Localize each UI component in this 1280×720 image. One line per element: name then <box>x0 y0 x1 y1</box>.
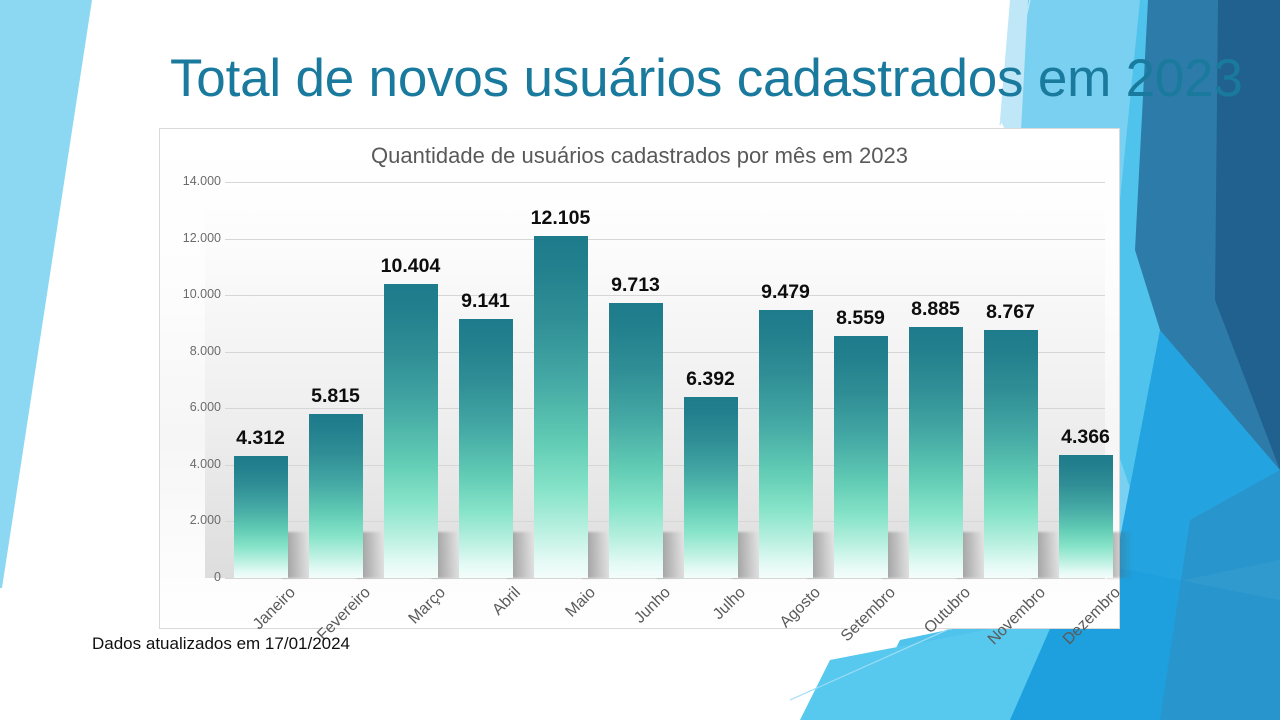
page-title: Total de novos usuários cadastrados em 2… <box>170 49 1243 108</box>
bar-value-label: 8.885 <box>911 297 960 320</box>
chart-title: Quantidade de usuários cadastrados por m… <box>371 143 908 168</box>
bar-column[interactable]: 8.885 <box>908 182 983 578</box>
bar[interactable] <box>308 413 363 578</box>
deco-left-wedge <box>0 0 92 588</box>
x-axis-tick-label: Janeiro <box>249 584 299 634</box>
x-axis-tick-label: Setembro <box>837 584 899 646</box>
bar-column[interactable]: 10.404 <box>381 182 458 578</box>
chart-container[interactable]: Quantidade de usuários cadastrados por m… <box>159 128 1133 648</box>
bar-value-label: 5.815 <box>311 384 360 407</box>
x-axis-tick-label: Dezembro <box>1059 584 1124 649</box>
x-axis-tick-label: Agosto <box>776 584 824 632</box>
y-axis-tick-label: 10.000 <box>182 287 221 302</box>
gridline <box>225 351 1105 353</box>
bar-column[interactable]: 9.479 <box>758 182 833 578</box>
x-axis-tick-label: Julho <box>709 584 749 624</box>
bar-column[interactable]: 4.312 <box>233 182 308 578</box>
y-axis-tick-label: 0 <box>214 570 221 584</box>
bar-column[interactable]: 8.559 <box>833 182 908 578</box>
bar[interactable] <box>608 303 663 578</box>
bar-column[interactable]: 6.392 <box>683 182 758 578</box>
x-axis-tick-label: Novembro <box>984 584 1049 649</box>
bar[interactable] <box>458 319 513 578</box>
bar-value-label: 12.105 <box>530 206 591 229</box>
bar-column[interactable]: 8.767 <box>983 182 1058 578</box>
gridline <box>225 464 1105 466</box>
gridline <box>225 295 1105 297</box>
bar-column[interactable]: 12.105 <box>531 182 608 578</box>
y-axis-tick-label: 4.000 <box>189 456 221 471</box>
bar-value-label: 6.392 <box>686 368 735 391</box>
bar-value-label: 4.366 <box>1061 425 1110 448</box>
y-axis-tick-label: 8.000 <box>189 343 221 358</box>
x-axis-tick-label: Março <box>405 584 449 628</box>
y-axis-tick-label: 2.000 <box>189 513 221 528</box>
bar-column[interactable]: 9.141 <box>458 182 533 578</box>
bar[interactable] <box>983 330 1038 578</box>
y-axis-tick-label: 6.000 <box>189 400 221 415</box>
bar[interactable] <box>233 456 288 578</box>
bar-value-label: 4.312 <box>236 427 285 450</box>
x-axis-tick-label: Outubro <box>920 584 974 637</box>
bar-value-label: 9.141 <box>461 290 510 313</box>
chart-plot-area: 0 2.000 4.000 6.000 8.000 10.000 12.000 14.000 … <box>183 174 1133 650</box>
bar-value-label: 8.559 <box>836 306 885 329</box>
bar[interactable] <box>533 235 588 578</box>
deco-bottom-steel <box>1160 470 1280 720</box>
bar[interactable] <box>908 326 963 578</box>
x-axis-tick-label: Abril <box>488 584 524 619</box>
gridline <box>225 238 1105 240</box>
bar[interactable] <box>383 283 438 578</box>
bar-value-label: 8.767 <box>986 301 1035 324</box>
bar-column[interactable]: 9.713 <box>608 182 683 578</box>
bar[interactable] <box>683 397 738 578</box>
bar-value-label: 10.404 <box>380 254 441 277</box>
bar-column[interactable]: 5.815 <box>308 182 383 578</box>
bar[interactable] <box>1058 454 1113 578</box>
x-axis-tick-label: Maio <box>561 584 599 621</box>
gridline <box>225 578 1105 579</box>
bar[interactable] <box>758 309 813 578</box>
gridline <box>225 408 1105 410</box>
gridline <box>225 521 1105 523</box>
footer-note: Dados atualizados em 17/01/2024 <box>92 634 351 653</box>
bar-value-label: 9.713 <box>611 274 660 297</box>
y-axis-tick-label: 14.000 <box>182 174 221 188</box>
bar-value-label: 9.479 <box>761 280 810 303</box>
gridline <box>225 182 1105 183</box>
bar[interactable] <box>833 335 888 578</box>
bar-column[interactable]: 4.366 <box>1058 182 1133 578</box>
x-axis-tick-label: Junho <box>630 584 674 627</box>
y-axis-tick-label: 12.000 <box>182 230 221 245</box>
